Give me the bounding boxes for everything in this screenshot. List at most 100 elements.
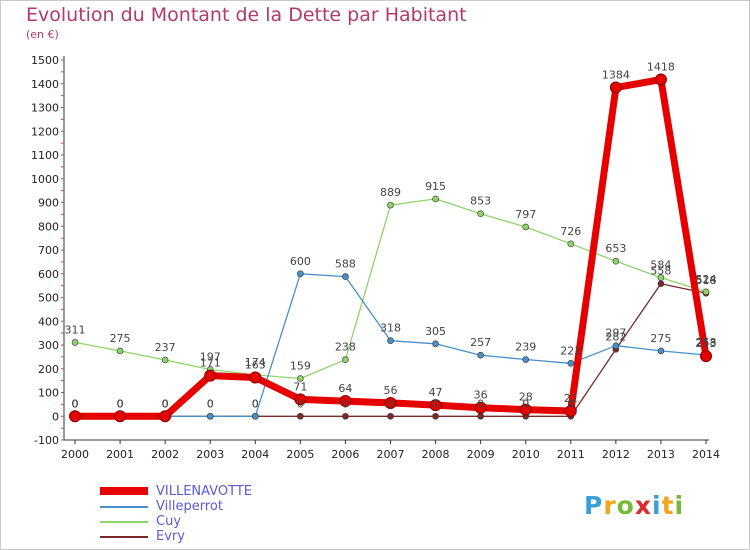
x-tick-label: 2012	[602, 448, 630, 461]
data-label: 0	[477, 397, 484, 410]
data-point	[702, 288, 710, 296]
x-tick-label: 2006	[331, 448, 359, 461]
data-label: 47	[429, 386, 443, 399]
data-label: 558	[650, 265, 671, 278]
data-point	[612, 257, 620, 265]
proxiti-logo: Proxiti	[584, 491, 684, 520]
y-tick-label: 900	[38, 197, 59, 210]
logo-letter: i	[674, 491, 685, 520]
data-label: 238	[335, 341, 356, 354]
data-point	[342, 412, 349, 420]
y-tick-label: 300	[38, 339, 59, 352]
data-point	[114, 410, 127, 423]
data-label: 56	[384, 384, 398, 397]
data-label: 0	[117, 397, 124, 410]
data-label: 163	[245, 359, 266, 372]
data-point	[519, 403, 532, 416]
data-label: 0	[522, 397, 529, 410]
data-point	[432, 340, 439, 348]
data-label: 797	[515, 208, 536, 221]
data-label: 726	[560, 225, 581, 238]
y-tick-label: 1100	[31, 149, 59, 162]
data-label: 223	[560, 344, 581, 357]
y-tick-label: 500	[38, 292, 59, 305]
data-label: 275	[650, 332, 671, 345]
data-point	[477, 412, 484, 420]
data-label: 0	[72, 397, 79, 410]
data-point	[609, 81, 622, 94]
data-label: 0	[432, 397, 439, 410]
data-point	[567, 359, 575, 367]
data-label: 239	[515, 340, 536, 353]
data-label: 257	[470, 336, 491, 349]
data-label: 0	[297, 397, 304, 410]
data-point	[387, 201, 394, 209]
data-label: 0	[117, 397, 124, 410]
data-point	[342, 356, 349, 364]
logo-letter: P	[584, 491, 604, 520]
data-point	[522, 356, 530, 363]
data-point	[339, 395, 352, 408]
data-label: 524	[696, 273, 717, 286]
data-label: 36	[474, 389, 488, 402]
data-point	[657, 280, 665, 288]
page-subtitle: (en €)	[26, 28, 59, 41]
y-tick-label: 400	[38, 315, 59, 328]
x-tick-label: 2003	[196, 448, 224, 461]
data-label: 258	[696, 336, 717, 349]
legend-swatch-villeperrot	[100, 506, 148, 508]
data-label: 1418	[647, 60, 675, 73]
legend-swatch-evry	[100, 536, 148, 538]
data-label: 174	[245, 356, 266, 369]
data-point	[432, 412, 439, 420]
data-label: 0	[72, 397, 79, 410]
data-label: 600	[290, 255, 311, 268]
data-point	[251, 412, 259, 420]
data-point	[206, 412, 214, 420]
data-label: 0	[162, 397, 169, 410]
x-tick-label: 2011	[557, 448, 585, 461]
x-tick-label: 2013	[647, 448, 675, 461]
data-label: 0	[252, 397, 259, 410]
data-label: 0	[162, 397, 169, 410]
data-label: 197	[200, 350, 221, 363]
y-tick-label: 1000	[31, 173, 59, 186]
data-label: 305	[425, 325, 446, 338]
y-tick-label: 1400	[31, 78, 59, 91]
data-label: 282	[605, 330, 626, 343]
data-point	[159, 410, 172, 423]
data-point	[477, 210, 484, 217]
data-label: 0	[207, 397, 214, 410]
data-label: 889	[380, 186, 401, 199]
data-point	[384, 396, 397, 409]
data-label: 237	[155, 341, 176, 354]
x-tick-label: 2010	[512, 448, 540, 461]
data-point	[387, 337, 394, 345]
data-label: 915	[425, 180, 446, 193]
x-tick-label: 2008	[422, 448, 450, 461]
y-tick-label: -100	[34, 434, 59, 447]
data-label: 311	[65, 323, 86, 336]
page-title: Evolution du Montant de la Dette par Hab…	[26, 4, 467, 26]
data-label: 0	[387, 397, 394, 410]
logo-letter: i	[652, 491, 662, 520]
data-label: 853	[470, 195, 491, 208]
data-point	[432, 195, 439, 203]
data-point	[342, 273, 349, 280]
data-label: 28	[519, 391, 533, 404]
x-tick-label: 2000	[61, 448, 89, 461]
x-tick-label: 2009	[467, 448, 495, 461]
data-label: 0	[117, 397, 124, 410]
y-tick-label: 600	[38, 268, 59, 281]
data-label: 0	[72, 397, 79, 410]
data-label: 253	[696, 337, 717, 350]
data-label: 518	[696, 274, 717, 287]
data-point	[657, 274, 665, 281]
data-point	[297, 270, 304, 278]
y-tick-label: 700	[38, 244, 59, 257]
data-point	[249, 371, 262, 384]
data-point	[69, 410, 81, 423]
x-tick-label: 2002	[151, 448, 179, 461]
data-label: 297	[605, 327, 626, 340]
